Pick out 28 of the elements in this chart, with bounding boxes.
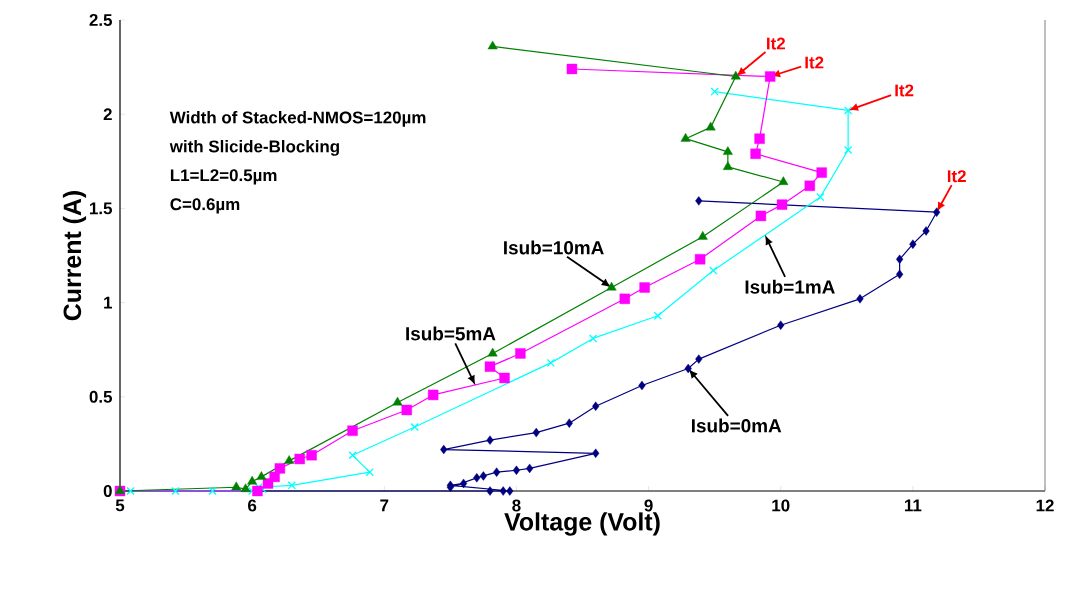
x-axis-title: Voltage (Volt) <box>504 512 660 536</box>
x-tick-label: 8 <box>512 499 521 512</box>
x-tick-label: 12 <box>1036 499 1054 512</box>
annotation: It2 <box>767 37 785 50</box>
annotation: Isub=5mA <box>406 326 496 341</box>
annotation: L1=L2=0.5µm <box>170 169 277 185</box>
y-axis-title: Current (A) <box>62 191 87 321</box>
annotation: Isub=10mA <box>504 240 604 255</box>
annotation: Width of Stacked-NMOS=120µm <box>169 111 426 127</box>
y-tick-label: 1 <box>104 296 113 309</box>
x-tick-label: 6 <box>248 499 257 512</box>
x-tick-label: 7 <box>380 499 389 512</box>
x-tick-label: 5 <box>115 499 125 512</box>
annotation: with Slicide-Blocking <box>169 139 339 156</box>
annotation: It2 <box>895 84 914 97</box>
annotation: It2 <box>805 56 824 69</box>
annotation: Isub=1mA <box>745 279 835 294</box>
x-tick-label: 9 <box>644 499 653 512</box>
y-tick-label: 2 <box>103 108 112 121</box>
y-tick-label: 1.5 <box>90 202 113 215</box>
y-tick-label: 0 <box>103 485 112 497</box>
x-tick-label: 10 <box>772 499 790 512</box>
annotation: It2 <box>947 170 966 183</box>
annotation: C=0.6µm <box>170 198 240 214</box>
y-tick-label: 2.5 <box>89 14 113 26</box>
y-tick-label: 0.5 <box>89 390 113 403</box>
x-tick-label: 11 <box>904 499 922 512</box>
annotation: Isub=0mA <box>691 418 782 433</box>
